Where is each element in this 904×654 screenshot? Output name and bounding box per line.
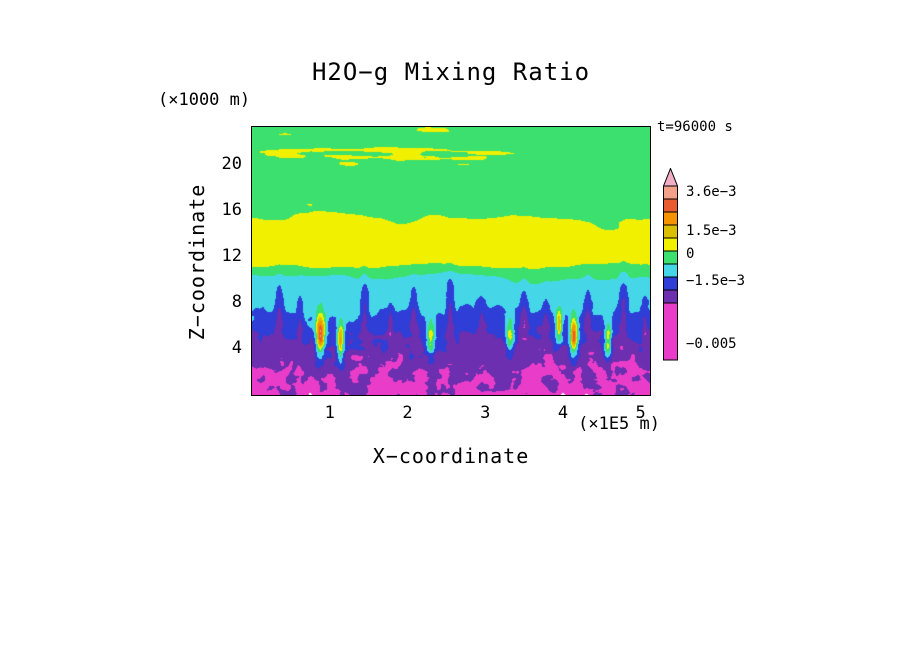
y-tick-label: 12 xyxy=(221,245,242,266)
colorbar-tick-label: −1.5e−3 xyxy=(686,273,746,289)
x-tick-label: 1 xyxy=(324,403,335,423)
y-tick-label: 20 xyxy=(221,153,242,174)
colorbar-tick-label: 0 xyxy=(686,246,695,262)
y-axis-units: (×1000 m) xyxy=(158,90,251,110)
timestamp-label: t=96000 s xyxy=(657,119,733,135)
x-tick-label: 3 xyxy=(480,403,491,423)
y-tick-label: 16 xyxy=(221,199,242,220)
colorbar-tick-label: 3.6e−3 xyxy=(686,184,737,200)
colorbar-tick-label: −0.005 xyxy=(686,336,737,352)
y-tick-label: 4 xyxy=(231,337,242,358)
y-tick-label: 8 xyxy=(231,291,242,312)
plot-title: H2O−g Mixing Ratio xyxy=(311,58,591,86)
colorbar xyxy=(663,168,679,361)
contour-plot xyxy=(252,127,650,395)
x-axis-units: (×1E5 m) xyxy=(578,414,660,434)
x-axis-title: X−coordinate xyxy=(372,444,530,468)
x-tick-label: 2 xyxy=(402,403,413,423)
x-tick-label: 4 xyxy=(557,403,569,423)
colorbar-tick-label: 1.5e−3 xyxy=(686,223,737,239)
x-tick-label: 5 xyxy=(635,403,646,423)
